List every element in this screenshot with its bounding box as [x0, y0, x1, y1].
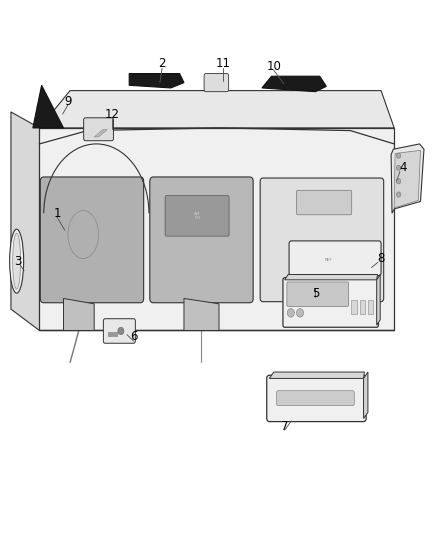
Ellipse shape: [13, 233, 21, 289]
FancyBboxPatch shape: [260, 178, 384, 302]
FancyBboxPatch shape: [165, 196, 229, 236]
Text: 5: 5: [312, 287, 319, 300]
Polygon shape: [11, 112, 39, 330]
Polygon shape: [262, 76, 326, 92]
Text: 11: 11: [216, 58, 231, 70]
Ellipse shape: [10, 229, 24, 293]
FancyBboxPatch shape: [84, 118, 113, 141]
Text: 1: 1: [53, 207, 61, 220]
Polygon shape: [39, 128, 394, 330]
Text: 2: 2: [158, 58, 166, 70]
Polygon shape: [391, 144, 424, 213]
FancyBboxPatch shape: [40, 177, 144, 303]
Polygon shape: [364, 372, 368, 418]
Text: REF: REF: [325, 258, 332, 262]
FancyBboxPatch shape: [103, 319, 135, 343]
Polygon shape: [39, 91, 394, 128]
Text: 7: 7: [281, 420, 289, 433]
FancyBboxPatch shape: [276, 391, 354, 406]
Text: 9: 9: [64, 95, 72, 108]
Text: AM
FM: AM FM: [194, 212, 200, 220]
Text: 3: 3: [14, 255, 21, 268]
Bar: [113, 332, 117, 336]
FancyBboxPatch shape: [204, 74, 229, 92]
Polygon shape: [394, 150, 420, 208]
Circle shape: [396, 153, 401, 158]
Text: 4: 4: [399, 161, 407, 174]
Bar: [360, 300, 365, 314]
Polygon shape: [184, 298, 219, 330]
Circle shape: [118, 327, 124, 335]
FancyBboxPatch shape: [297, 190, 352, 215]
Circle shape: [396, 179, 401, 184]
Bar: [108, 332, 112, 336]
Circle shape: [297, 309, 304, 317]
Polygon shape: [33, 85, 64, 128]
Polygon shape: [285, 274, 378, 280]
Bar: [368, 300, 373, 314]
Polygon shape: [64, 298, 94, 330]
Polygon shape: [269, 372, 364, 378]
Polygon shape: [94, 130, 107, 137]
Polygon shape: [377, 274, 380, 325]
Text: 12: 12: [104, 108, 119, 121]
FancyBboxPatch shape: [267, 375, 366, 422]
Circle shape: [396, 192, 401, 197]
FancyBboxPatch shape: [283, 278, 378, 327]
Circle shape: [287, 309, 294, 317]
Text: 6: 6: [130, 330, 138, 343]
FancyBboxPatch shape: [287, 282, 349, 306]
Text: 8: 8: [378, 252, 385, 265]
FancyBboxPatch shape: [289, 241, 381, 276]
Polygon shape: [129, 74, 184, 88]
FancyBboxPatch shape: [150, 177, 253, 303]
Bar: [351, 300, 357, 314]
Text: 10: 10: [266, 60, 281, 73]
Circle shape: [396, 165, 401, 171]
